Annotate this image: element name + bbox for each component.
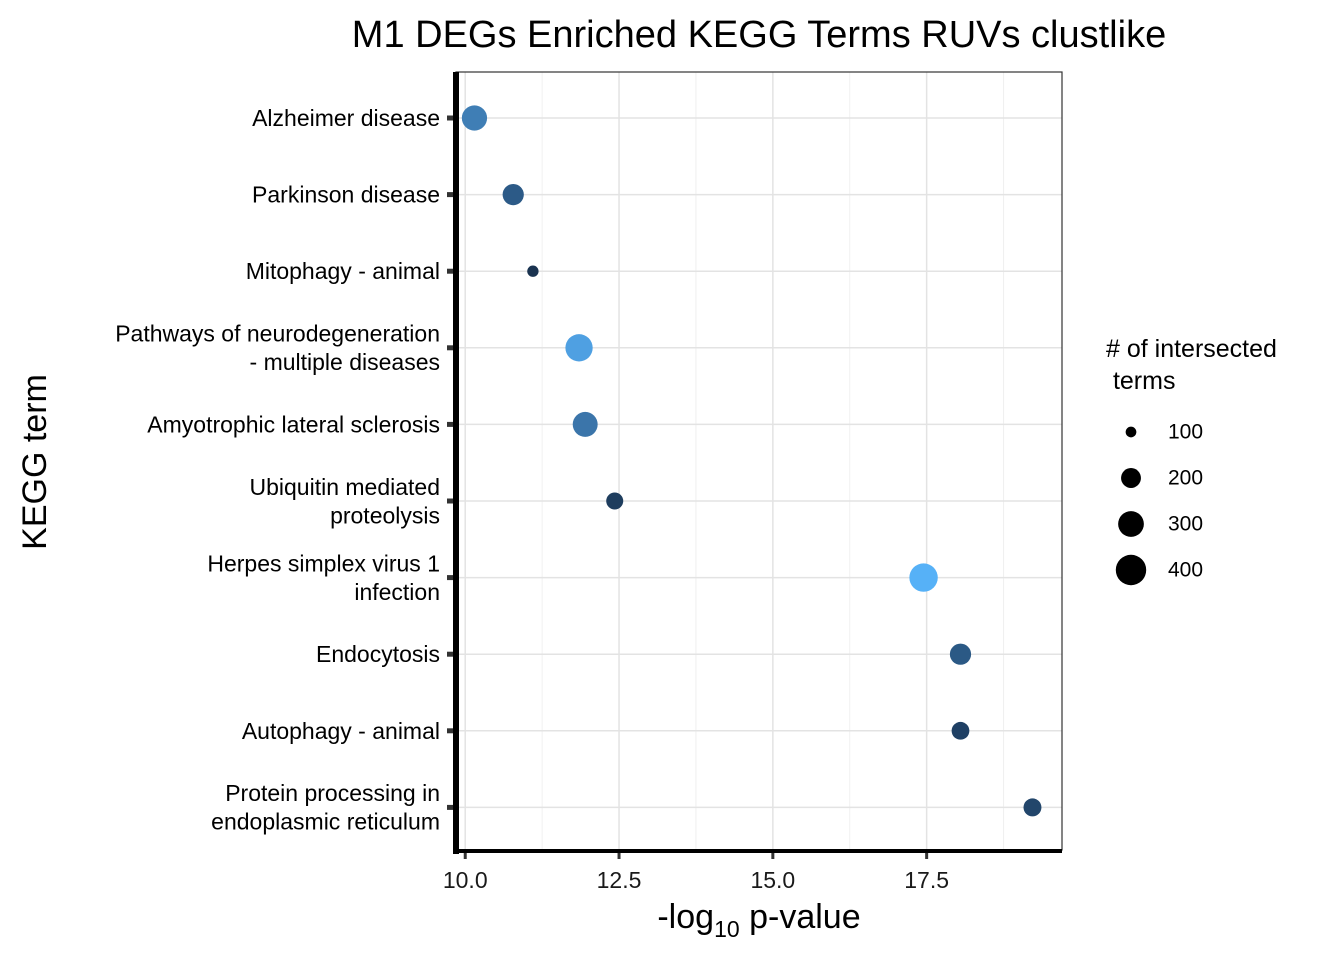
data-point bbox=[565, 334, 593, 362]
data-point bbox=[527, 265, 539, 277]
y-tick-label: Ubiquitin mediated bbox=[249, 474, 440, 500]
y-axis-title: KEGG term bbox=[16, 374, 54, 550]
x-axis-ticks: 10.0 12.5 15.0 17.5 bbox=[443, 853, 949, 893]
y-tick-label: Amyotrophic lateral sclerosis bbox=[147, 411, 440, 437]
data-point bbox=[1023, 798, 1042, 817]
y-tick-label: Parkinson disease bbox=[252, 182, 440, 208]
x-tick-label: 15.0 bbox=[750, 867, 795, 893]
legend-key-circle bbox=[1115, 554, 1147, 586]
y-tick-label: - multiple diseases bbox=[250, 349, 440, 375]
y-tick-label: Pathways of neurodegeneration bbox=[115, 321, 440, 347]
x-tick-label: 10.0 bbox=[443, 867, 488, 893]
legend-label: 400 bbox=[1168, 559, 1203, 582]
y-tick-label: Herpes simplex virus 1 bbox=[207, 550, 440, 576]
data-point bbox=[909, 563, 938, 592]
y-tick-label: proteolysis bbox=[330, 502, 440, 528]
legend-key-circle bbox=[1125, 426, 1137, 438]
x-axis-title-prefix: -log bbox=[657, 898, 714, 936]
legend: # of intersected terms 100 200 300 400 bbox=[1106, 335, 1277, 586]
data-point bbox=[502, 183, 524, 206]
x-tick-label: 12.5 bbox=[597, 867, 642, 893]
legend-label: 100 bbox=[1168, 421, 1203, 444]
legend-key-circle bbox=[1118, 511, 1144, 537]
chart-title: M1 DEGs Enriched KEGG Terms RUVs clustli… bbox=[352, 14, 1166, 56]
x-axis-title-suffix: p-value bbox=[740, 898, 861, 936]
legend-title: # of intersected bbox=[1106, 335, 1277, 363]
plot-panel bbox=[456, 72, 1062, 850]
legend-key-circle bbox=[1121, 468, 1141, 488]
data-point bbox=[949, 643, 972, 665]
y-tick-label: endoplasmic reticulum bbox=[211, 809, 440, 835]
data-point bbox=[461, 105, 488, 131]
grid bbox=[456, 72, 1062, 850]
y-tick-label: Mitophagy - animal bbox=[246, 258, 440, 284]
legend-title: terms bbox=[1106, 367, 1175, 395]
y-tick-label: Autophagy - animal bbox=[242, 718, 440, 744]
legend-label: 300 bbox=[1168, 513, 1203, 536]
axes bbox=[453, 71, 1063, 854]
y-tick-label: infection bbox=[354, 579, 440, 605]
data-points bbox=[461, 105, 1042, 817]
data-point bbox=[606, 492, 624, 510]
legend-label: 200 bbox=[1168, 467, 1203, 490]
data-point bbox=[572, 411, 598, 437]
x-axis-title-subscript: 10 bbox=[714, 916, 740, 942]
data-point bbox=[951, 721, 970, 740]
y-tick-label: Alzheimer disease bbox=[252, 105, 440, 131]
y-tick-label: Endocytosis bbox=[316, 641, 440, 667]
y-tick-label: Protein processing in bbox=[225, 780, 440, 806]
x-axis-title: -log10 p-value bbox=[657, 898, 860, 942]
x-tick-label: 17.5 bbox=[904, 867, 949, 893]
y-axis-ticks: Alzheimer disease Parkinson disease Mitoph… bbox=[115, 105, 453, 835]
